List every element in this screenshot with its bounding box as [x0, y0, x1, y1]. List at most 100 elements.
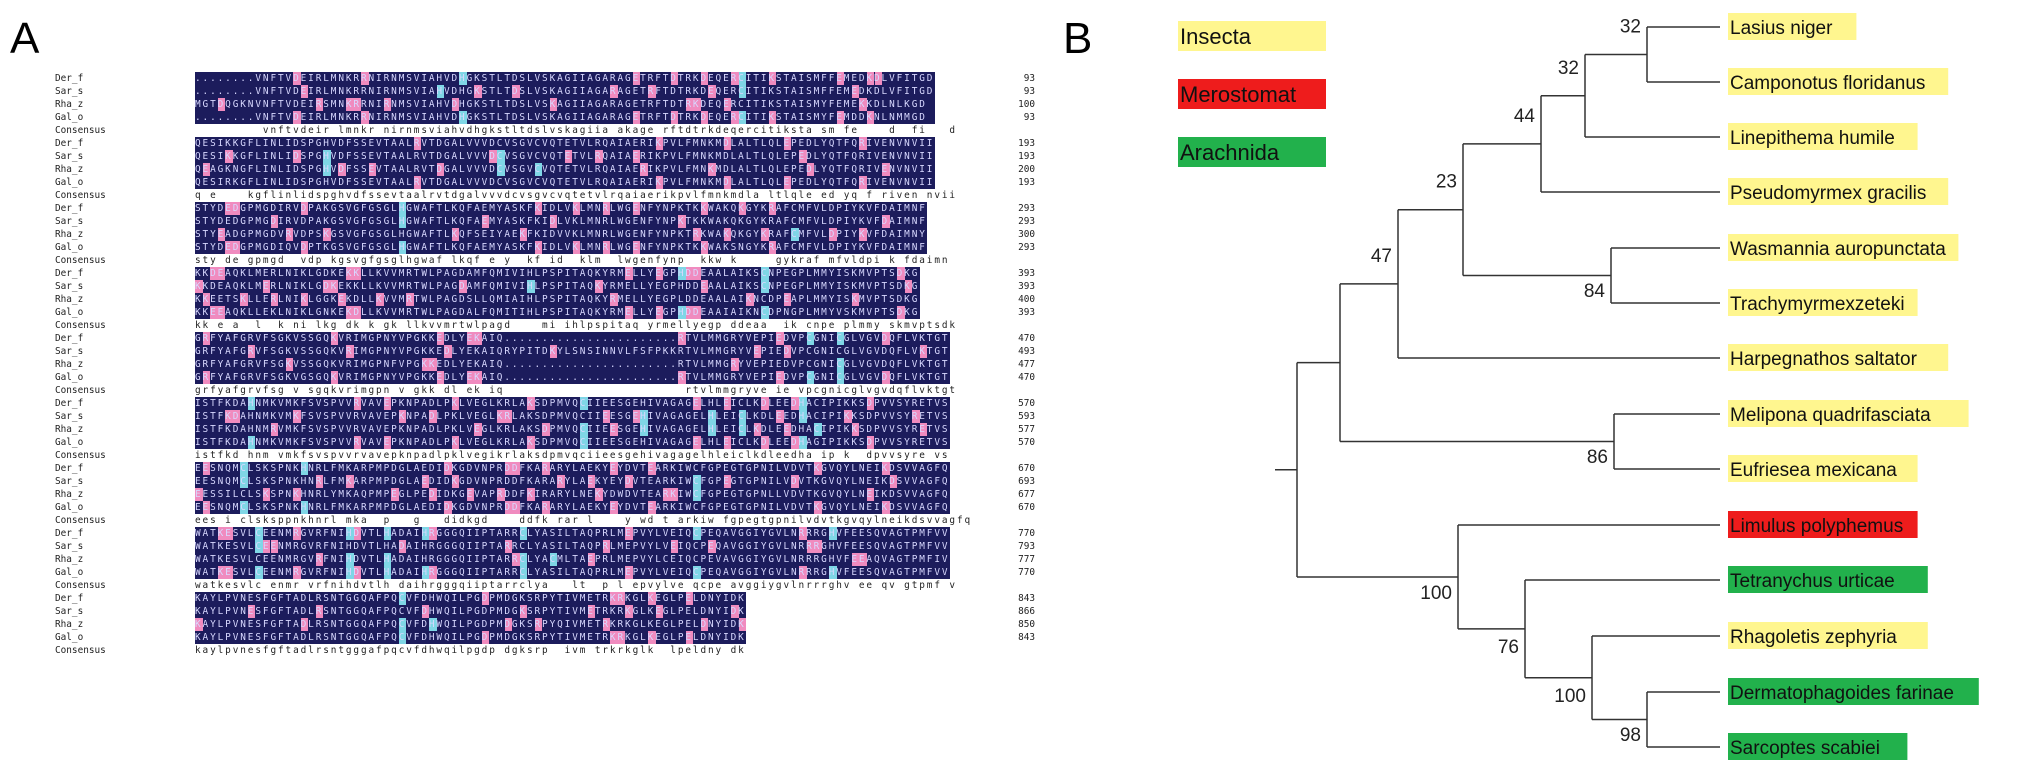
variant-highlight: [383, 98, 392, 111]
variant-highlight: [338, 293, 346, 306]
similar-highlight: [829, 566, 837, 579]
sequence-name: Der_f: [55, 593, 84, 604]
variant-highlight: [429, 410, 437, 423]
variant-highlight: [270, 540, 279, 553]
variant-highlight: [859, 228, 867, 241]
taxon-label: Wasmannia auropunctata: [1728, 234, 1959, 261]
variant-highlight: [421, 358, 430, 371]
similar-highlight: [459, 111, 467, 124]
taxon-name: Sarcoptes scabiei: [1730, 738, 1880, 759]
variant-highlight: [610, 423, 618, 436]
similar-highlight: [791, 228, 799, 241]
variant-highlight: [859, 553, 867, 566]
variant-highlight: [731, 605, 739, 618]
phylogenetic-tree: Insecta Merostomat Arachnida 32 32 44 23 84 47 8…: [1178, 13, 1979, 760]
variant-highlight: [640, 163, 648, 176]
variant-highlight: [632, 150, 641, 163]
legend-item: Merostomat: [1178, 79, 1326, 109]
similar-highlight: [678, 306, 686, 319]
taxon-label: Melipona quadrifasciata: [1728, 400, 1969, 427]
panel-label-a: A: [10, 14, 40, 63]
variant-highlight: [731, 358, 739, 371]
variant-highlight: [814, 462, 822, 475]
sequence-row: KKDEAQKLMERLNIKLGDKEKKLLKVVMRTWLPAGDAMFQ…: [195, 268, 920, 279]
sequence-name: Sar_s: [55, 606, 84, 617]
alignment-shading: [195, 397, 950, 449]
taxon-name: Dermatophagoides farinae: [1730, 683, 1954, 704]
taxon-name: Eufriesea mexicana: [1730, 460, 1897, 481]
sequence-name: Rha_z: [55, 489, 84, 500]
variant-highlight: [610, 85, 618, 98]
variant-highlight: [542, 462, 550, 475]
consensus-label: Consensus: [55, 645, 106, 656]
variant-highlight: [882, 215, 890, 228]
variant-highlight: [670, 111, 679, 124]
variant-highlight: [783, 293, 792, 306]
variant-highlight: [293, 111, 301, 124]
variant-highlight: [474, 423, 482, 436]
consensus-sequence: ees i clsksppnkhnrl mka p g didkgd ddfk …: [195, 515, 973, 526]
variant-highlight: [723, 228, 732, 241]
sequence-row: KKEEAQKLLEKLNIKLGNKEKDLLKVVMRTWLPAGDALFQ…: [195, 307, 920, 318]
variant-highlight: [851, 423, 860, 436]
variant-highlight: [474, 85, 482, 98]
variant-highlight: [353, 98, 362, 111]
variant-highlight: [383, 397, 392, 410]
variant-highlight: [202, 332, 211, 345]
variant-highlight: [444, 462, 452, 475]
similar-highlight: [829, 527, 837, 540]
similar-highlight: [836, 332, 845, 345]
variant-highlight: [753, 345, 762, 358]
bootstrap-value: 44: [1514, 106, 1536, 127]
sequence-name: Rha_z: [55, 554, 84, 565]
residue-count: 493: [1018, 346, 1035, 357]
sequence-name: Sar_s: [55, 346, 84, 357]
sequence-name: Gal_o: [55, 632, 84, 643]
variant-highlight: [270, 293, 279, 306]
variant-highlight: [519, 605, 528, 618]
similar-highlight: [580, 436, 588, 449]
similar-highlight: [806, 371, 815, 384]
variant-highlight: [542, 423, 550, 436]
bootstrap-value: 98: [1620, 725, 1641, 746]
taxon-label: Camponotus floridanus: [1728, 68, 1949, 95]
taxon-highlight: [1728, 123, 1918, 150]
variant-highlight: [429, 358, 437, 371]
bootstrap-value: 32: [1620, 17, 1641, 38]
bootstrap-value: 23: [1436, 172, 1457, 193]
variant-highlight: [859, 176, 867, 189]
variant-highlight: [783, 345, 792, 358]
taxon-highlight: [1728, 511, 1918, 538]
variant-highlight: [602, 202, 611, 215]
variant-highlight: [240, 293, 248, 306]
similar-highlight: [814, 423, 822, 436]
variant-highlight: [587, 553, 596, 566]
sequence-name: Rha_z: [55, 164, 84, 175]
consensus-sequence: sty de gpmgd vdp kgsvgfgsglhgwaf lkqf e …: [195, 255, 950, 266]
sequence-name: Rha_z: [55, 619, 84, 630]
variant-highlight: [391, 488, 399, 501]
sequence-row: GRFYAFGRVFSGKVSSGQKVRIMGPNFVPGKKEDLYEKAI…: [195, 359, 950, 370]
similar-highlight: [383, 553, 392, 566]
consensus-label: Consensus: [55, 580, 106, 591]
variant-highlight: [731, 111, 739, 124]
variant-highlight: [421, 605, 430, 618]
variant-highlight: [768, 241, 777, 254]
variant-highlight: [693, 436, 701, 449]
variant-highlight: [685, 306, 694, 319]
variant-highlight: [512, 462, 520, 475]
variant-highlight: [851, 553, 860, 566]
taxon-label: Sarcoptes scabiei: [1728, 733, 1908, 760]
variant-highlight: [293, 527, 301, 540]
taxon-name: Pseudomyrmex gracilis: [1730, 183, 1926, 204]
variant-highlight: [232, 202, 241, 215]
alignment-block: Der_f WATKESVLCEENMRGVRFNIHDVTLHADAIHRGGG…: [55, 527, 1045, 592]
variant-highlight: [632, 202, 641, 215]
variant-highlight: [346, 98, 354, 111]
variant-highlight: [655, 137, 664, 150]
variant-highlight: [300, 293, 309, 306]
variant-highlight: [625, 475, 633, 488]
taxon-label: Eufriesea mexicana: [1728, 455, 1918, 482]
variant-highlight: [610, 592, 618, 605]
sequence-name: Der_f: [55, 463, 84, 474]
